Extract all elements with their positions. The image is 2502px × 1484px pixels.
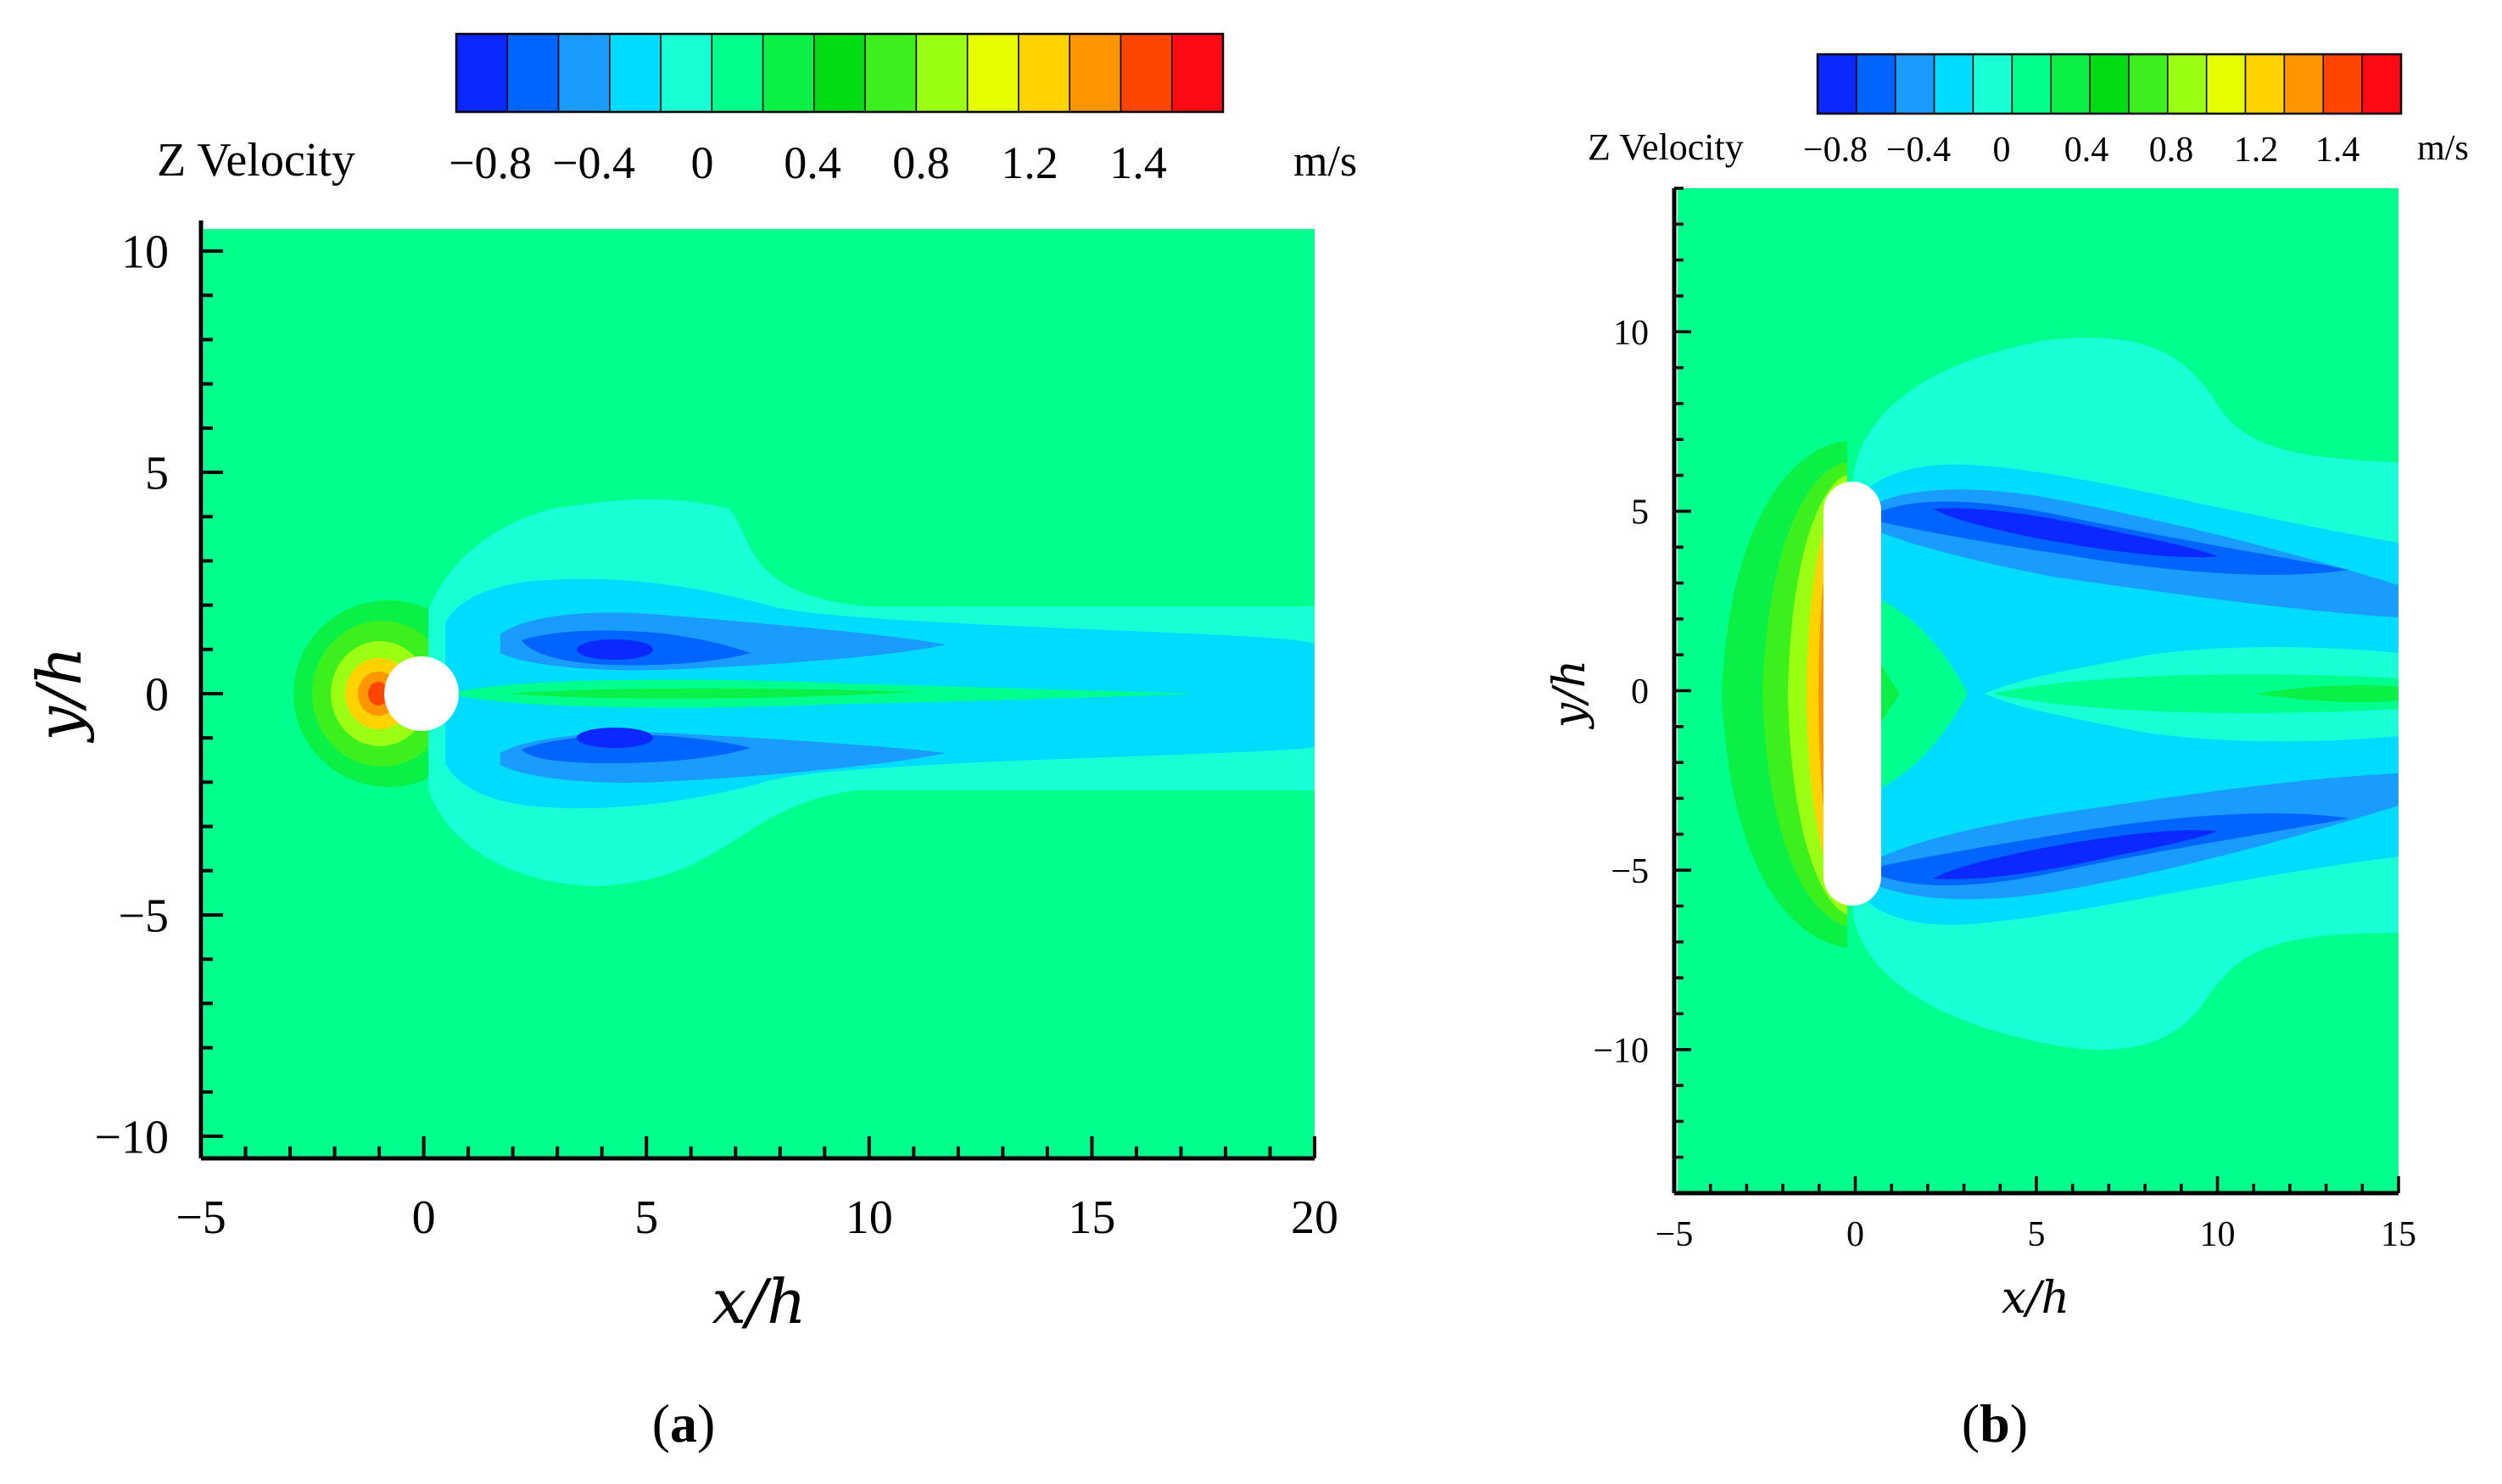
colorbar-swatch: [813, 33, 866, 113]
colorbar-swatch: [506, 33, 560, 113]
colorbar-ticks-a: −0.8 −0.4 0 0.4 0.8 1.2 1.4: [449, 137, 1167, 188]
colorbar-swatch: [1972, 53, 2013, 114]
x-tick-label: 5: [634, 1191, 658, 1244]
colorbar-label-a: Z Velocity: [157, 134, 355, 187]
colorbar-swatch: [1817, 53, 1857, 114]
colorbar-swatch: [1069, 33, 1122, 113]
x-tick-label: 10: [846, 1191, 893, 1244]
colorbar-a: [455, 32, 1225, 114]
y-tick-label: −10: [94, 1112, 169, 1164]
x-tick-label: 15: [2381, 1215, 2416, 1254]
colorbar-tick-label: 0: [691, 137, 714, 188]
colorbar-swatch: [1170, 33, 1224, 113]
colorbar-swatch: [1856, 53, 1896, 114]
colorbar-tick-label: 1.4: [1109, 137, 1167, 188]
y-tick-label: 0: [145, 669, 169, 722]
y-axis-label-b: y/h: [1544, 660, 1595, 729]
y-tick-label: 10: [121, 226, 169, 279]
panel-label-b: (b): [1962, 1393, 2028, 1453]
colorbar-swatch: [711, 33, 764, 113]
y-tick-label: 5: [145, 448, 169, 500]
colorbar-swatch: [2205, 53, 2247, 114]
colorbar-unit-b: m/s: [2417, 129, 2469, 168]
wake-min-lower-b: [1934, 829, 2218, 879]
x-tick-label: −5: [176, 1191, 226, 1244]
colorbar-swatch: [762, 33, 815, 113]
wake-min-upper-a: [577, 639, 653, 660]
x-tick-label: 0: [1846, 1215, 1864, 1254]
colorbar-swatch: [557, 33, 611, 113]
colorbar-ticks-b: −0.8 −0.4 0 0.4 0.8 1.2 1.4: [1803, 131, 2360, 170]
colorbar-tick-label: 0.8: [892, 137, 950, 188]
panel-b: Z Velocity −0.8 −0.4 0 0.4 0.8 1.2 1.4 m/s: [1544, 53, 2469, 1453]
x-tick-label: 20: [1291, 1191, 1338, 1244]
x-tick-label: 0: [412, 1191, 436, 1244]
wake-min-upper-b: [1934, 508, 2218, 558]
colorbar-swatch: [455, 33, 509, 113]
colorbar-tick-label: 0.4: [2064, 131, 2109, 170]
colorbar-swatch: [1933, 53, 1974, 114]
colorbar-tick-label: 0.4: [784, 137, 841, 188]
y-tick-label: −5: [1611, 852, 1649, 891]
colorbar-swatch: [864, 33, 918, 113]
colorbar-swatch: [2322, 53, 2363, 114]
colorbar-swatch: [2361, 53, 2402, 114]
x-axis-label-b: x/h: [2002, 1273, 2069, 1324]
colorbar-swatch: [966, 33, 1019, 113]
colorbar-tick-label: 0: [1993, 131, 2011, 170]
colorbar-swatch: [2244, 53, 2286, 114]
colorbar-tick-label: −0.8: [1803, 131, 1868, 170]
plate-obstacle-b: [1823, 482, 1881, 906]
colorbar-tick-label: 1.2: [2234, 131, 2279, 170]
x-tick-label: 5: [2028, 1215, 2046, 1254]
colorbar-tick-label: −0.4: [552, 137, 635, 188]
x-axis-label-a: x/h: [712, 1266, 806, 1337]
colorbar-swatch: [660, 33, 713, 113]
wake-min-lower-a: [577, 728, 653, 748]
x-tick-label: −5: [1656, 1215, 1694, 1254]
colorbar-swatch: [2089, 53, 2130, 114]
colorbar-unit-a: m/s: [1293, 137, 1357, 186]
colorbar-swatch: [609, 33, 662, 113]
colorbar-swatch: [1120, 33, 1173, 113]
colorbar-b: [1816, 53, 2403, 115]
colorbar-swatch: [2128, 53, 2169, 114]
colorbar-swatch: [2050, 53, 2091, 114]
wake-centerline-core-b: [1879, 661, 1900, 726]
colorbar-swatch: [1018, 33, 1070, 113]
y-tick-label: 0: [1631, 672, 1649, 711]
wake-centerline-tip-b: [2256, 685, 2399, 702]
colorbar-label-b: Z Velocity: [1588, 126, 1744, 168]
colorbar-tick-label: 1.2: [1001, 137, 1058, 188]
x-tick-label: 10: [2200, 1215, 2236, 1254]
y-axis-label-a: y/h: [24, 646, 95, 743]
panel-a: Z Velocity −0.8 −0.4 0 0.4 0.8 1.2 1.4 m/s: [24, 32, 1357, 1453]
y-tick-label: 10: [1613, 314, 1649, 353]
colorbar-tick-label: 1.4: [2315, 131, 2360, 170]
colorbar-tick-label: −0.8: [449, 137, 532, 188]
colorbar-swatch: [2167, 53, 2208, 114]
wake-centerline-b: [1866, 594, 2399, 794]
colorbar-swatch: [2283, 53, 2325, 114]
colorbar-tick-label: 0.8: [2149, 131, 2194, 170]
y-tick-label: −10: [1593, 1031, 1649, 1070]
wake-core-lower-a: [522, 734, 751, 763]
colorbar-frame: [455, 32, 1225, 114]
y-tick-label: −5: [118, 890, 169, 943]
x-tick-label: 15: [1068, 1191, 1115, 1244]
colorbar-frame: [1816, 53, 2403, 115]
y-tick-label: 5: [1631, 494, 1649, 533]
contour-field-a: [293, 499, 1315, 886]
cylinder-obstacle-a: [384, 656, 459, 731]
wake-centerline-core-a: [509, 688, 916, 699]
colorbar-tick-label: −0.4: [1886, 131, 1951, 170]
colorbar-swatch: [2011, 53, 2052, 114]
panel-label-a: (a): [652, 1393, 716, 1453]
axes-b: −5 0 5 10 15 −10 −5 0 5 10: [1593, 187, 2416, 1254]
colorbar-swatch: [1894, 53, 1935, 114]
colorbar-swatch: [915, 33, 969, 113]
contour-field-b: [1722, 338, 2399, 1050]
